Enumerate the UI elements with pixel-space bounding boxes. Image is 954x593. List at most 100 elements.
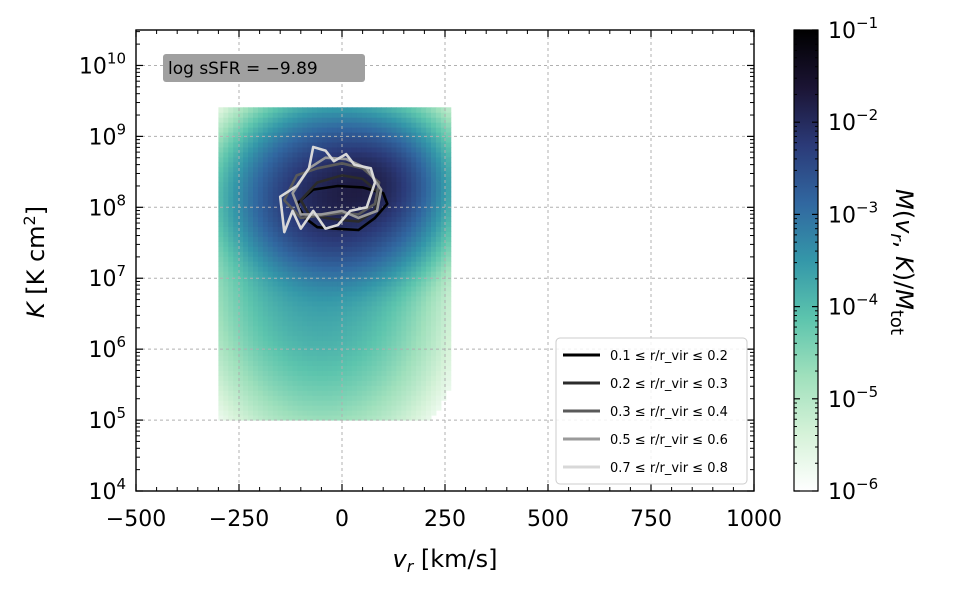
- heatmap-cell: [297, 161, 303, 168]
- heatmap-cell: [435, 375, 442, 381]
- heatmap-cell: [356, 112, 363, 118]
- heatmap-cell: [371, 226, 378, 232]
- heatmap-cell: [342, 315, 348, 322]
- heatmap-cell: [228, 286, 234, 292]
- heatmap-cell: [277, 137, 284, 143]
- heatmap-cell: [426, 176, 432, 183]
- heatmap-cell: [376, 395, 383, 401]
- grid-lines: [136, 30, 754, 491]
- heatmap-cell: [411, 186, 417, 193]
- heatmap-cell: [386, 122, 392, 128]
- heatmap-cell: [337, 246, 343, 252]
- heatmap-cell: [386, 241, 392, 247]
- heatmap-cell: [248, 201, 254, 208]
- heatmap-cell: [386, 216, 392, 222]
- heatmap-cell: [233, 171, 239, 178]
- heatmap-cell: [223, 315, 229, 322]
- heatmap-cell: [351, 246, 358, 252]
- heatmap-cell: [292, 290, 299, 297]
- heatmap-cell: [272, 360, 279, 366]
- heatmap-cell: [445, 345, 452, 352]
- heatmap-cell: [297, 266, 303, 272]
- heatmap-cell: [401, 206, 407, 213]
- heatmap-cell: [287, 151, 294, 158]
- heatmap-cell: [317, 132, 323, 138]
- heatmap-cell: [292, 122, 299, 128]
- heatmap-cell: [223, 405, 229, 411]
- heatmap-cell: [371, 325, 378, 332]
- heatmap-cell: [317, 261, 323, 267]
- heatmap-cell: [327, 127, 333, 133]
- heatmap-cell: [223, 196, 229, 203]
- heatmap-cell: [312, 350, 318, 357]
- heatmap-cell: [366, 156, 373, 163]
- heatmap-cell: [257, 325, 264, 332]
- heatmap-cell: [421, 211, 427, 218]
- heatmap-cell: [421, 286, 427, 292]
- heatmap-cell: [322, 290, 328, 297]
- heatmap-cell: [356, 251, 363, 257]
- heatmap-cell: [386, 325, 392, 332]
- heatmap-cell: [381, 176, 387, 183]
- heatmap-cell: [233, 320, 239, 327]
- heatmap-cell: [337, 117, 343, 123]
- heatmap-cell: [307, 256, 313, 262]
- heatmap-cell: [302, 156, 308, 163]
- heatmap-cell: [243, 370, 249, 376]
- heatmap-cell: [435, 400, 442, 406]
- heatmap-cell: [322, 236, 328, 242]
- heatmap-cell: [277, 151, 284, 158]
- heatmap-cell: [376, 300, 383, 307]
- heatmap-cell: [272, 385, 279, 391]
- heatmap-cell: [327, 380, 333, 386]
- heatmap-cell: [243, 320, 249, 327]
- heatmap-cell: [351, 266, 358, 272]
- heatmap-cell: [337, 375, 343, 381]
- heatmap-cell: [391, 221, 397, 227]
- heatmap-cell: [435, 117, 442, 123]
- heatmap-cell: [391, 320, 397, 327]
- heatmap-cell: [292, 271, 299, 277]
- heatmap-cell: [272, 350, 279, 357]
- heatmap-cell: [292, 281, 299, 287]
- heatmap-cell: [435, 325, 442, 332]
- heatmap-cell: [228, 360, 234, 366]
- heatmap-cell: [356, 166, 363, 173]
- heatmap-cell: [322, 300, 328, 307]
- heatmap-cell: [391, 330, 397, 337]
- heatmap-cell: [262, 191, 269, 198]
- heatmap-cell: [366, 330, 373, 337]
- heatmap-cell: [381, 161, 387, 168]
- heatmap-cell: [406, 221, 412, 227]
- heatmap-cell: [406, 132, 412, 138]
- heatmap-cell: [233, 355, 239, 362]
- heatmap-cell: [401, 380, 407, 386]
- heatmap-cell: [351, 415, 358, 421]
- heatmap-cell: [396, 340, 402, 347]
- heatmap-cell: [253, 117, 259, 123]
- heatmap-cell: [307, 236, 313, 242]
- heatmap-cell: [317, 241, 323, 247]
- heatmap-cell: [267, 370, 274, 376]
- heatmap-cell: [312, 281, 318, 287]
- heatmap-cell: [440, 216, 447, 222]
- heatmap-cell: [430, 320, 437, 327]
- heatmap-cell: [440, 266, 447, 272]
- heatmap-cell: [371, 365, 378, 371]
- heatmap-cell: [317, 151, 323, 158]
- heatmap-cell: [253, 380, 259, 386]
- heatmap-cell: [361, 151, 368, 158]
- heatmap-cell: [386, 181, 392, 188]
- heatmap-cell: [337, 186, 343, 193]
- heatmap-cell: [228, 261, 234, 267]
- heatmap-cell: [440, 186, 447, 193]
- heatmap-cell: [228, 231, 234, 237]
- heatmap-cell: [233, 271, 239, 277]
- heatmap-cell: [267, 171, 274, 178]
- heatmap-cell: [445, 335, 452, 342]
- heatmap-cell: [371, 290, 378, 297]
- heatmap-cell: [351, 276, 358, 282]
- heatmap-cell: [257, 360, 264, 366]
- heatmap-cell: [391, 251, 397, 257]
- heatmap-cell: [351, 186, 358, 193]
